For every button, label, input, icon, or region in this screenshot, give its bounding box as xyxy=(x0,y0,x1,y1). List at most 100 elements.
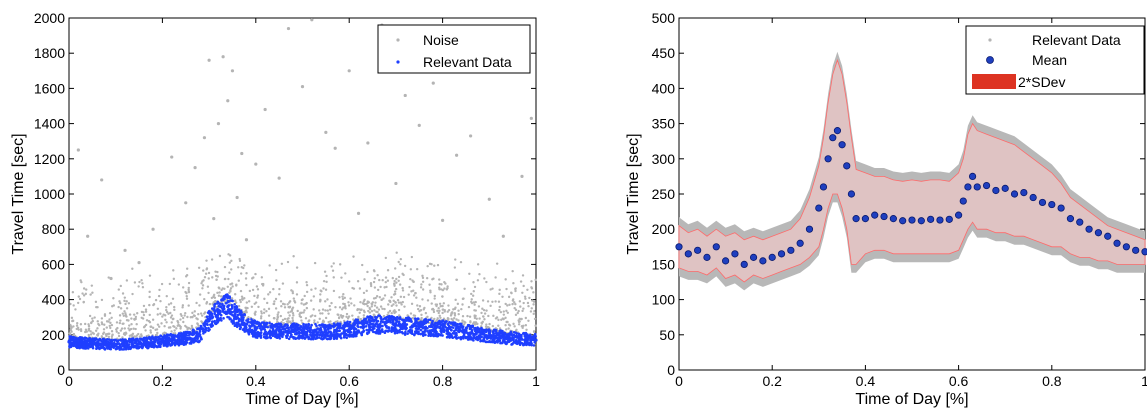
relevant-point xyxy=(341,332,345,335)
relevant-point xyxy=(507,335,511,338)
noise-point xyxy=(115,321,119,324)
relevant-point xyxy=(478,327,481,331)
relevant-point xyxy=(342,327,346,330)
noise-point xyxy=(424,311,428,315)
relevant-point xyxy=(203,330,207,334)
noise-point xyxy=(432,277,435,280)
noise-point xyxy=(401,272,404,276)
relevant-point xyxy=(277,329,281,333)
noise-point xyxy=(183,314,186,317)
noise-point xyxy=(91,319,94,323)
noise-point xyxy=(511,302,514,306)
noise-point xyxy=(341,295,344,298)
noise-point xyxy=(390,312,393,315)
mean-point xyxy=(982,181,991,190)
noise-point xyxy=(125,300,128,303)
noise-point xyxy=(218,287,221,290)
noise-point xyxy=(277,311,280,314)
noise-point xyxy=(198,293,202,296)
noise-point xyxy=(309,299,313,302)
relevant-point xyxy=(295,322,298,326)
relevant-point xyxy=(404,330,407,334)
noise-point xyxy=(259,317,263,320)
noise-point xyxy=(308,319,311,322)
relevant-point xyxy=(483,334,486,338)
noise-point xyxy=(82,294,86,297)
noise-point xyxy=(251,288,255,292)
noise-point xyxy=(395,281,398,284)
right-y-tick-label: 450 xyxy=(652,45,676,61)
relevant-point xyxy=(146,343,149,346)
noise-point xyxy=(338,263,342,266)
noise-point xyxy=(397,275,401,279)
relevant-point xyxy=(112,346,115,349)
relevant-point xyxy=(94,343,98,347)
relevant-point xyxy=(447,324,451,328)
noise-point xyxy=(383,286,386,289)
relevant-point xyxy=(232,317,236,321)
relevant-point xyxy=(352,322,355,325)
noise-point xyxy=(291,312,295,315)
noise-point xyxy=(160,322,163,325)
relevant-point xyxy=(219,313,223,317)
noise-point xyxy=(181,316,185,320)
noise-point xyxy=(441,218,445,222)
noise-point xyxy=(275,321,279,324)
relevant-point xyxy=(403,319,407,322)
noise-point xyxy=(347,69,351,73)
relevant-point xyxy=(167,338,171,342)
noise-point xyxy=(83,322,87,326)
noise-point xyxy=(362,291,366,295)
noise-point xyxy=(253,313,257,316)
noise-point xyxy=(291,290,294,293)
noise-point xyxy=(84,328,88,331)
noise-point xyxy=(205,302,208,305)
mean-point xyxy=(1038,198,1047,207)
noise-point xyxy=(502,310,505,313)
noise-point xyxy=(473,303,476,306)
noise-point xyxy=(278,293,281,296)
relevant-point xyxy=(468,335,472,338)
relevant-point xyxy=(211,316,215,319)
right-x-ticks: 0 0.2 0.4 0.6 0.8 1 xyxy=(675,18,1147,389)
right-sdev-band xyxy=(678,58,1146,283)
noise-point xyxy=(205,259,208,262)
relevant-point xyxy=(329,324,333,328)
noise-point xyxy=(401,289,405,292)
relevant-point xyxy=(433,323,436,327)
noise-point xyxy=(446,285,449,288)
noise-point xyxy=(392,293,396,296)
noise-point xyxy=(433,297,436,300)
noise-point xyxy=(171,297,175,300)
noise-point xyxy=(393,283,396,286)
relevant-point xyxy=(281,328,285,331)
relevant-point xyxy=(272,330,275,334)
relevant-point xyxy=(445,335,449,339)
noise-point xyxy=(514,308,518,312)
noise-point xyxy=(260,312,263,315)
relevant-point xyxy=(271,334,275,338)
noise-point xyxy=(512,281,515,285)
noise-point xyxy=(155,334,159,337)
noise-point xyxy=(238,298,242,302)
noise-point xyxy=(420,313,423,317)
relevant-point xyxy=(467,333,470,336)
relevant-point xyxy=(461,335,465,339)
relevant-point xyxy=(360,320,364,323)
noise-point xyxy=(215,278,218,281)
noise-point xyxy=(260,315,263,318)
relevant-point xyxy=(416,322,419,325)
noise-point xyxy=(436,317,439,320)
noise-point xyxy=(93,316,96,319)
relevant-point xyxy=(307,322,310,326)
relevant-point xyxy=(238,327,242,331)
noise-point xyxy=(322,287,325,290)
noise-point xyxy=(356,280,360,283)
relevant-point xyxy=(480,329,484,333)
relevant-point xyxy=(505,335,509,338)
noise-point xyxy=(399,263,402,266)
noise-point xyxy=(515,328,518,332)
noise-point xyxy=(184,201,188,205)
left-x-tick-label: 0.4 xyxy=(246,373,266,389)
relevant-point xyxy=(235,305,238,309)
